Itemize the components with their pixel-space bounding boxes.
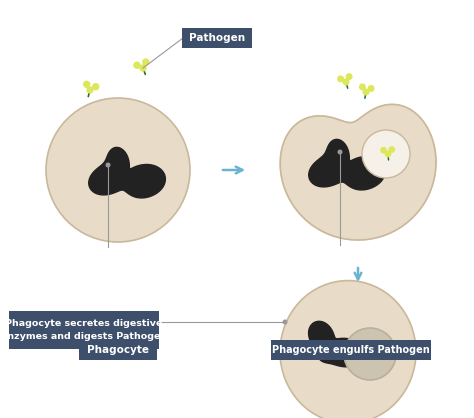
- Ellipse shape: [280, 280, 416, 418]
- Circle shape: [338, 150, 342, 154]
- Circle shape: [106, 163, 110, 167]
- Circle shape: [346, 74, 352, 79]
- Circle shape: [389, 147, 394, 152]
- Circle shape: [385, 151, 391, 157]
- Circle shape: [87, 87, 93, 93]
- Text: Pathogen: Pathogen: [189, 33, 245, 43]
- Circle shape: [365, 347, 369, 351]
- Text: Phagocyte secretes digestive
enzymes and digests Pathogen: Phagocyte secretes digestive enzymes and…: [1, 319, 167, 341]
- Circle shape: [360, 84, 365, 90]
- Circle shape: [344, 328, 396, 380]
- Circle shape: [93, 84, 99, 90]
- FancyBboxPatch shape: [79, 340, 157, 360]
- FancyBboxPatch shape: [182, 28, 252, 48]
- Circle shape: [283, 320, 287, 324]
- Circle shape: [343, 79, 349, 85]
- Circle shape: [363, 89, 369, 95]
- Polygon shape: [309, 321, 363, 367]
- Polygon shape: [309, 139, 385, 190]
- Circle shape: [46, 98, 190, 242]
- Polygon shape: [89, 148, 165, 198]
- Circle shape: [368, 350, 372, 354]
- Circle shape: [84, 81, 90, 87]
- Circle shape: [140, 65, 146, 71]
- FancyBboxPatch shape: [9, 311, 159, 349]
- Circle shape: [371, 347, 375, 351]
- Circle shape: [134, 62, 140, 68]
- Polygon shape: [280, 104, 436, 240]
- Circle shape: [338, 76, 343, 82]
- Text: Phagocyte engulfs Pathogen: Phagocyte engulfs Pathogen: [272, 345, 430, 355]
- Circle shape: [362, 130, 410, 178]
- Text: Phagocyte: Phagocyte: [87, 345, 149, 355]
- Circle shape: [368, 86, 374, 91]
- Circle shape: [381, 148, 386, 153]
- Circle shape: [143, 59, 149, 65]
- FancyBboxPatch shape: [271, 340, 431, 360]
